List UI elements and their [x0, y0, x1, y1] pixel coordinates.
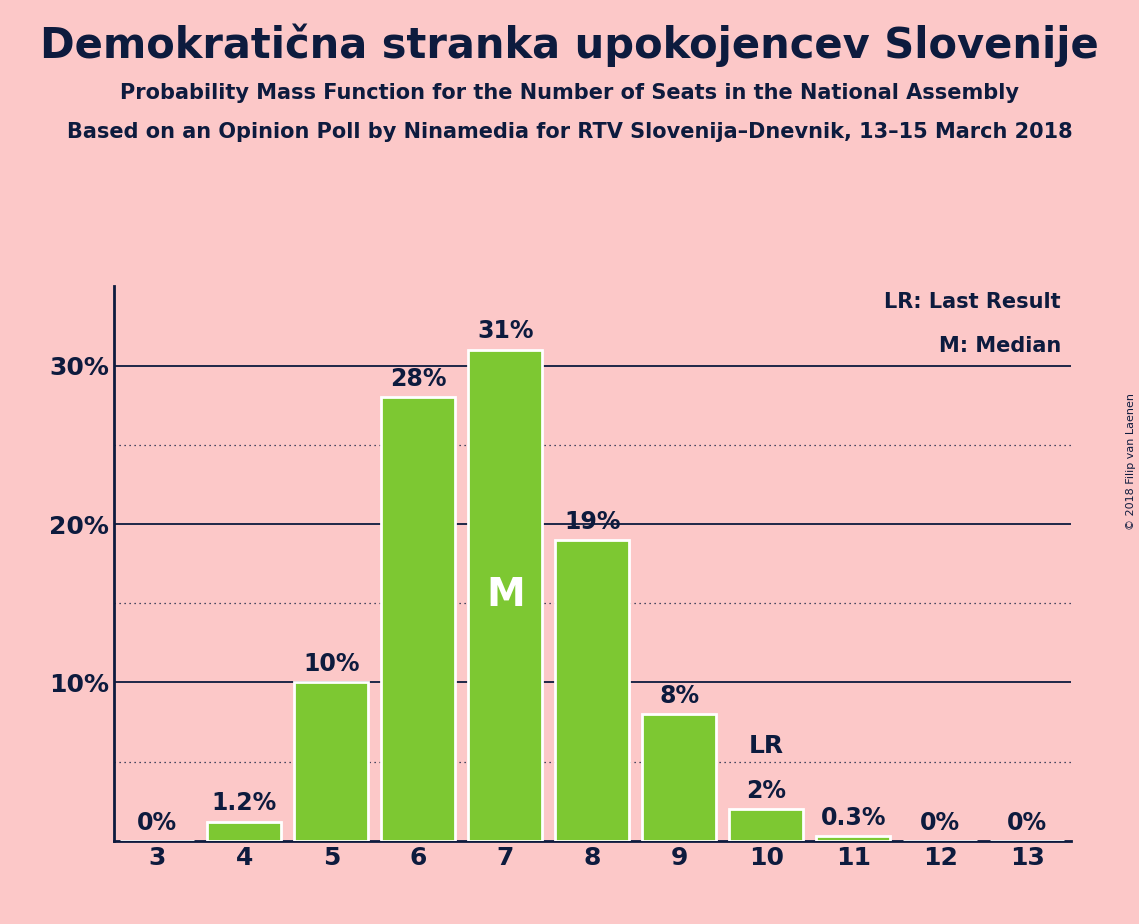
Text: 1.2%: 1.2% [212, 792, 277, 816]
Text: 0.3%: 0.3% [820, 806, 886, 830]
Bar [294, 683, 368, 841]
Text: M: M [486, 577, 525, 614]
Bar [207, 821, 281, 841]
Text: LR: Last Result: LR: Last Result [885, 292, 1062, 312]
Text: 0%: 0% [920, 810, 960, 834]
Text: © 2018 Filip van Laenen: © 2018 Filip van Laenen [1126, 394, 1136, 530]
Text: M: Median: M: Median [939, 336, 1062, 357]
Bar [382, 397, 456, 841]
Text: 0%: 0% [138, 810, 178, 834]
Text: 28%: 28% [390, 367, 446, 391]
Text: 8%: 8% [659, 684, 699, 708]
Text: Demokratična stranka upokojencev Slovenije: Demokratična stranka upokojencev Sloveni… [40, 23, 1099, 67]
Text: 19%: 19% [564, 509, 621, 533]
Bar [729, 809, 803, 841]
Text: 2%: 2% [746, 779, 786, 803]
Text: Probability Mass Function for the Number of Seats in the National Assembly: Probability Mass Function for the Number… [120, 83, 1019, 103]
Bar [468, 350, 542, 841]
Bar [642, 714, 716, 841]
Text: Based on an Opinion Poll by Ninamedia for RTV Slovenija–Dnevnik, 13–15 March 201: Based on an Opinion Poll by Ninamedia fo… [67, 122, 1072, 142]
Bar [817, 836, 891, 841]
Bar [556, 540, 629, 841]
Text: 10%: 10% [303, 652, 360, 676]
Text: 31%: 31% [477, 320, 533, 344]
Text: LR: LR [748, 735, 784, 759]
Text: 0%: 0% [1007, 810, 1047, 834]
